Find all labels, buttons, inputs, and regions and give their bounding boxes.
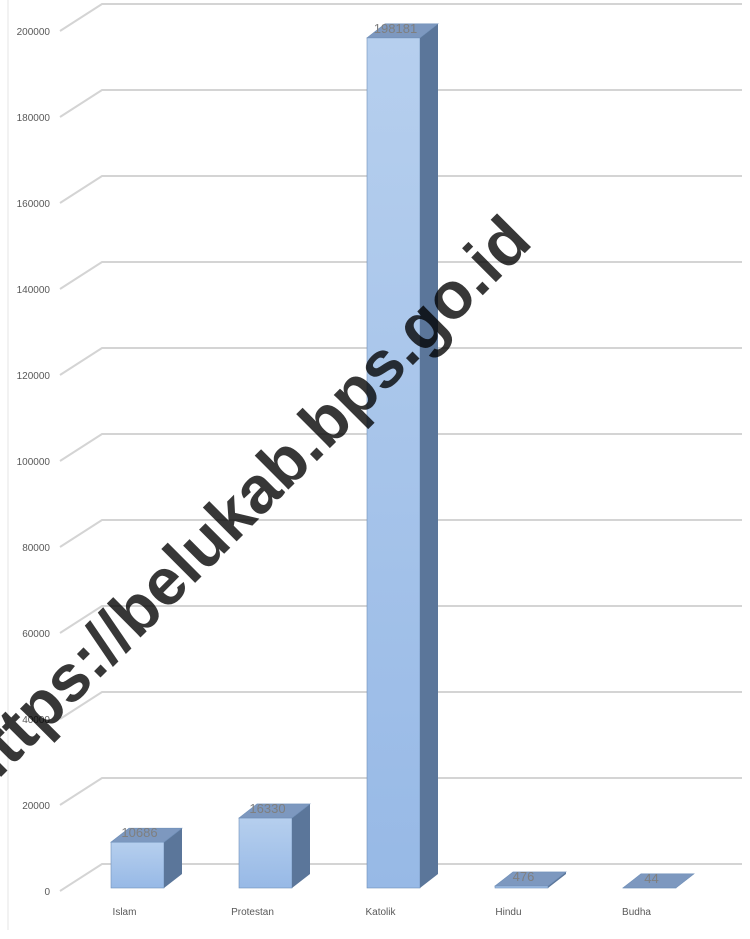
- data-label: 476: [513, 869, 535, 884]
- gridline: [59, 863, 742, 892]
- gridline: [59, 519, 742, 548]
- bar-side: [164, 828, 182, 888]
- x-category-label: Hindu: [495, 907, 521, 918]
- gridline: [59, 347, 742, 376]
- bar-front: [494, 885, 549, 889]
- bar-side: [548, 871, 566, 888]
- gridline: [59, 261, 742, 290]
- x-category-label: Budha: [622, 907, 651, 918]
- bar-top: [238, 803, 311, 819]
- x-category-label: Protestan: [231, 907, 274, 918]
- bar-top: [494, 871, 567, 887]
- y-axis-ticks: 0 20000 40000 60000 80000 100000 120000 140000 1…: [17, 27, 51, 898]
- bar-side: [420, 23, 438, 888]
- y-tick-label: 200000: [17, 27, 51, 38]
- gridline: [59, 691, 742, 720]
- bar-side: [292, 803, 310, 888]
- bar-front: [366, 37, 421, 889]
- bar: [110, 827, 183, 889]
- y-tick-label: 40000: [22, 715, 50, 726]
- x-category-label: Katolik: [365, 907, 396, 918]
- y-tick-label: 80000: [22, 543, 50, 554]
- gridline: [59, 433, 742, 462]
- gridline: [59, 777, 742, 806]
- gridlines: [59, 3, 742, 892]
- bar-front: [110, 841, 165, 889]
- gridline: [59, 3, 742, 32]
- gridline: [59, 89, 742, 118]
- y-tick-label: 20000: [22, 801, 50, 812]
- y-tick-label: 60000: [22, 629, 50, 640]
- y-tick-label: 140000: [17, 285, 51, 296]
- gridline: [59, 175, 742, 204]
- data-label: 16330: [249, 801, 285, 816]
- y-tick-label: 100000: [17, 457, 51, 468]
- bars: [110, 23, 695, 889]
- bar-top: [622, 873, 695, 889]
- bar-top: [110, 827, 183, 843]
- y-tick-label: 180000: [17, 113, 51, 124]
- y-tick-label: 120000: [17, 371, 51, 382]
- x-category-label: Islam: [113, 907, 137, 918]
- bar-top: [366, 23, 439, 39]
- data-labels: 10686 16330 198181 476 44: [121, 21, 658, 886]
- bar: [622, 873, 695, 889]
- bar-front: [238, 817, 293, 889]
- bar: [238, 803, 311, 889]
- watermark-text: https://belukab.bps.go.id: [0, 201, 544, 806]
- y-tick-label: 160000: [17, 199, 51, 210]
- data-label: 44: [644, 871, 658, 886]
- bar: [366, 23, 439, 889]
- gridline: [59, 605, 742, 634]
- data-label: 10686: [121, 825, 157, 840]
- bar: [494, 871, 567, 889]
- data-label: 198181: [374, 21, 417, 36]
- y-tick-label: 0: [44, 887, 50, 898]
- x-axis-categories: Islam Protestan Katolik Hindu Budha: [113, 907, 652, 918]
